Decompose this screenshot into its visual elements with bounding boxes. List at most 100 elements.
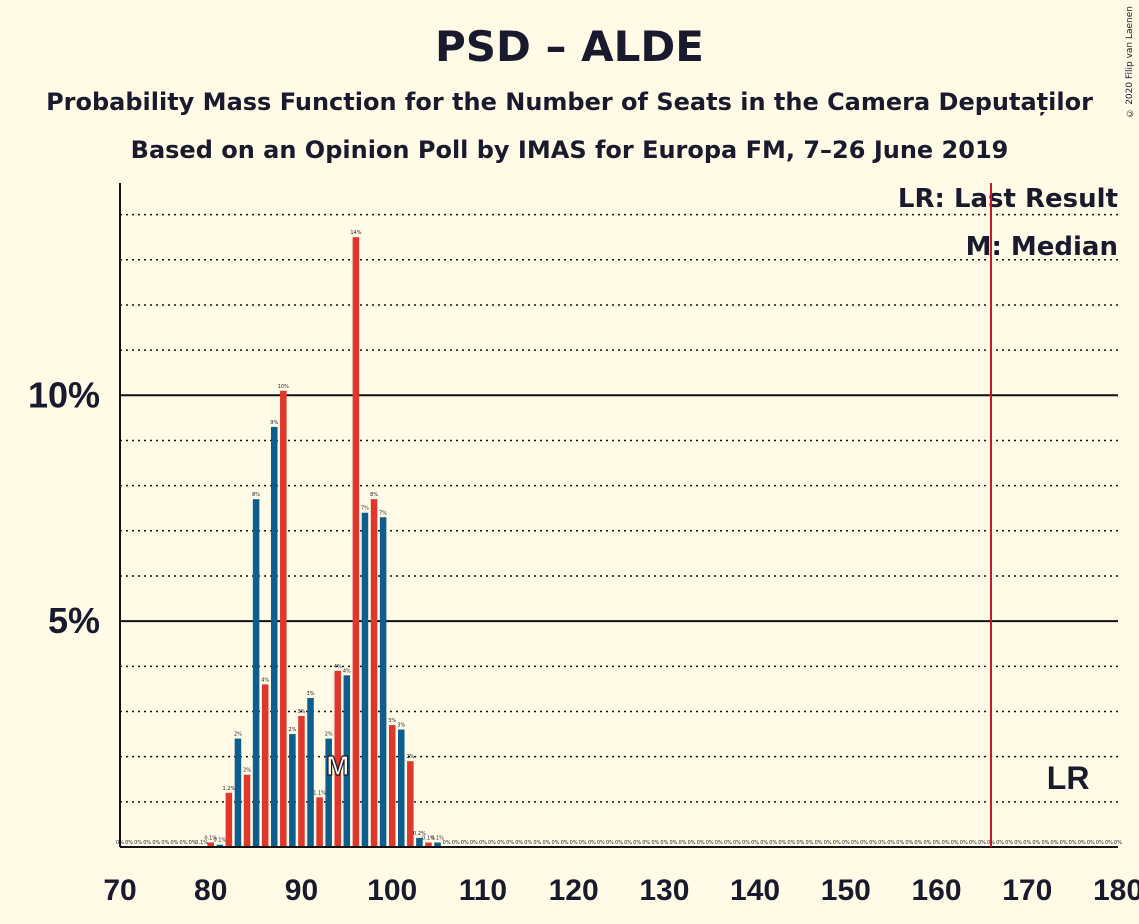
y-tick-label: 10%: [28, 374, 100, 415]
bar-label: 0%: [579, 840, 587, 846]
bar-label: 0%: [452, 840, 460, 846]
bar-label: 0%: [1105, 840, 1113, 846]
bar: [216, 844, 224, 847]
bar-label: 0%: [552, 840, 560, 846]
bar: [225, 792, 233, 847]
bar-label: 0%: [561, 840, 569, 846]
bar-label: 0%: [996, 840, 1004, 846]
bar-label: 4%: [261, 677, 269, 683]
x-tick-labels: 70 80 90 100 110 120 130 140 150 160 170 180: [103, 874, 1139, 907]
bar-label: 0%: [134, 840, 142, 846]
x-tick-label: 170: [1002, 874, 1052, 907]
bar-label: 0.1%: [204, 835, 217, 841]
bar-label: 0%: [978, 840, 986, 846]
bar: [325, 738, 332, 847]
bar-label: 0%: [170, 840, 178, 846]
bar-label: 0%: [1087, 840, 1095, 846]
chart-title: PSD – ALDE: [435, 22, 704, 71]
bar: [407, 761, 414, 847]
bar-label: 0%: [660, 840, 668, 846]
bar-label: 0%: [533, 840, 541, 846]
bar-label: 0%: [1096, 840, 1104, 846]
bar-label: 3%: [307, 691, 315, 697]
bar-label: 14%: [350, 230, 361, 236]
bar-label: 0%: [161, 840, 169, 846]
bar-labels: 0%0%0%0%0%0%0%0%0%0.1%0.1%0.1%1.2%2%2%8%…: [116, 230, 1122, 846]
bar-label: 0%: [633, 840, 641, 846]
bar-label: 3%: [388, 718, 396, 724]
bar-label: 0%: [942, 840, 950, 846]
bar-label: 0%: [905, 840, 913, 846]
bar-label: 0%: [125, 840, 133, 846]
bar-label: 0%: [914, 840, 922, 846]
bar-label: 7%: [379, 510, 387, 516]
bar-label: 0%: [570, 840, 578, 846]
bar-label: 0.2%: [413, 831, 426, 837]
bar-label: 2%: [325, 732, 333, 738]
bar: [370, 499, 378, 847]
median-marker: M: [326, 750, 349, 781]
bar-label: 0%: [597, 840, 605, 846]
bar-label: 0%: [443, 840, 451, 846]
bar-label: 0%: [1114, 840, 1122, 846]
y-tick-labels: 5% 10%: [28, 374, 100, 641]
bar: [289, 734, 296, 847]
bar: [307, 697, 314, 847]
bar-label: 0%: [679, 840, 687, 846]
bar-label: 0%: [1023, 840, 1031, 846]
bar-label: 0%: [180, 840, 188, 846]
bar-label: 0%: [887, 840, 895, 846]
bar: [234, 738, 242, 847]
bar-label: 0%: [606, 840, 614, 846]
bar: [379, 517, 387, 847]
bar: [316, 797, 323, 847]
bar-label: 0%: [860, 840, 868, 846]
bar-label: 0%: [189, 840, 197, 846]
bar: [361, 512, 369, 847]
bar-label: 4%: [334, 664, 342, 670]
bar-label: 2%: [406, 754, 414, 760]
bar: [298, 716, 305, 847]
x-tick-label: 180: [1093, 874, 1139, 907]
bar-label: 0%: [615, 840, 623, 846]
bar-label: 4%: [343, 668, 351, 674]
bar-label: 10%: [278, 384, 289, 390]
bar-label: 0%: [506, 840, 514, 846]
bar-label: 1.1%: [313, 790, 326, 796]
bar-label: 0%: [833, 840, 841, 846]
bars: [207, 237, 441, 847]
bar-label: 0%: [824, 840, 832, 846]
bar-label: 3%: [297, 709, 305, 715]
bar-label: 8%: [252, 492, 260, 498]
bar: [270, 426, 278, 847]
bar-label: 0%: [842, 840, 850, 846]
bar-label: 0%: [796, 840, 804, 846]
bar-label: 0%: [806, 840, 814, 846]
x-tick-label: 100: [367, 874, 417, 907]
bar-label: 0%: [669, 840, 677, 846]
bar-label: 0%: [1041, 840, 1049, 846]
bar-label: 0%: [924, 840, 932, 846]
x-tick-label: 80: [194, 874, 227, 907]
bar-label: 0%: [706, 840, 714, 846]
x-tick-label: 120: [549, 874, 599, 907]
chart-subtitle-poll: Based on an Opinion Poll by IMAS for Eur…: [130, 136, 1009, 164]
bar-label: 0%: [751, 840, 759, 846]
bar-label: 0%: [969, 840, 977, 846]
chart-subtitle: Probability Mass Function for the Number…: [46, 88, 1093, 116]
bar-label: 0%: [1078, 840, 1086, 846]
bar-label: 0%: [878, 840, 886, 846]
bar-label: 0%: [1005, 840, 1013, 846]
bar-label: 0%: [697, 840, 705, 846]
bar-label: 0%: [488, 840, 496, 846]
legend-last-result: LR: Last Result: [897, 184, 1118, 214]
bar-label: 0.1%: [422, 835, 435, 841]
bar-label: 0%: [688, 840, 696, 846]
bar-label: 0%: [588, 840, 596, 846]
bar-label: 0.1%: [431, 835, 444, 841]
bar: [261, 684, 269, 847]
bar-label: 0%: [1069, 840, 1077, 846]
bar-label: 0%: [769, 840, 777, 846]
bar-label: 0%: [470, 840, 478, 846]
